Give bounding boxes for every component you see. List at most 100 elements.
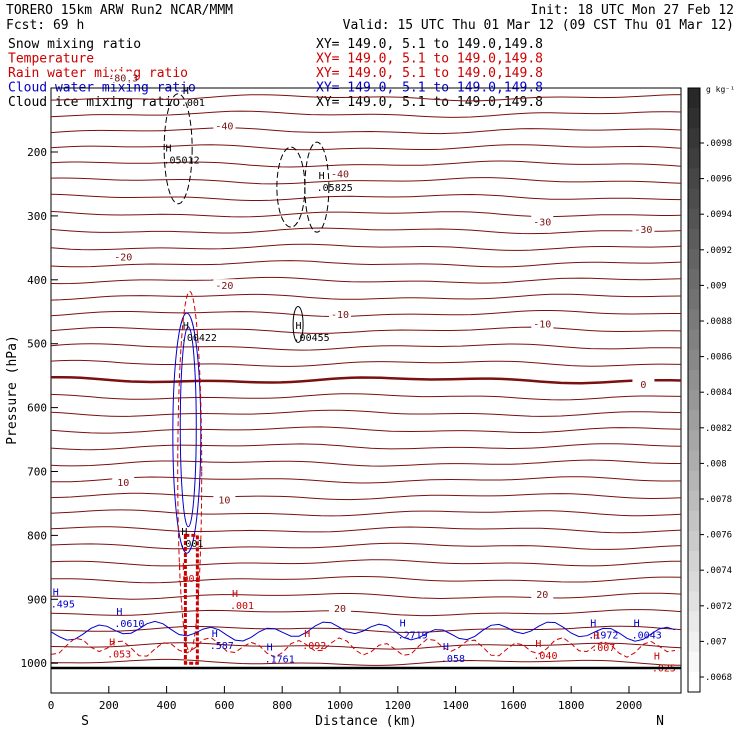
colorbar-swatch xyxy=(688,88,700,109)
ice-contour xyxy=(292,306,304,344)
valid-time: Valid: 15 UTC Thu 01 Mar 12 (09 CST Thu … xyxy=(343,18,734,33)
field-name: Cloud ice mixing ratio xyxy=(8,95,180,110)
colorbar-label: .009 xyxy=(705,281,727,291)
max-value: .001 xyxy=(176,574,200,585)
colorbar-swatch xyxy=(688,611,700,633)
isotherm-line xyxy=(51,476,682,484)
isotherm-line xyxy=(50,144,682,151)
snow-contour xyxy=(304,141,330,233)
isotherm-label: -20 xyxy=(215,281,233,292)
isotherm-label: -40 xyxy=(331,169,349,180)
start-label: S xyxy=(81,714,89,729)
colorbar-swatch xyxy=(688,369,700,391)
colorbar-swatch xyxy=(688,510,700,532)
y-tick-label: 800 xyxy=(27,529,47,542)
x-tick-label: 1200 xyxy=(385,699,412,712)
forecast-hour: Fcst: 69 h xyxy=(6,18,84,33)
field-name: Snow mixing ratio xyxy=(8,37,141,52)
cloud-water-contour xyxy=(179,326,197,528)
max-value: .092 xyxy=(302,641,326,652)
isotherm-line xyxy=(50,393,682,401)
colorbar-swatch xyxy=(688,390,700,411)
max-marker: H xyxy=(53,588,59,599)
x-tick-label: 400 xyxy=(157,699,177,712)
x-tick-label: 2000 xyxy=(616,699,643,712)
colorbar-swatch xyxy=(688,188,700,210)
colorbar-label: .0082 xyxy=(705,424,732,434)
colorbar-swatch xyxy=(688,269,700,290)
isotherm-line xyxy=(50,127,682,135)
colorbar-swatch xyxy=(688,249,700,270)
max-value: .00422 xyxy=(181,333,217,344)
isotherm-line xyxy=(50,276,682,285)
rain-band xyxy=(50,637,676,658)
isotherm-line xyxy=(50,642,682,650)
isotherm-line xyxy=(50,359,682,367)
y-tick-label: 700 xyxy=(27,466,47,479)
init-time: Init: 18 UTC Mon 27 Feb 12 xyxy=(531,3,735,18)
isotherm-label: -40 xyxy=(215,121,233,132)
x-tick-label: 1400 xyxy=(442,699,469,712)
snow-contour xyxy=(276,146,306,228)
x-tick-label: 1600 xyxy=(500,699,527,712)
x-axis: 0 200 400 600 800 1000 1200 1400 1600 1800 2000 xyxy=(48,686,643,712)
colorbar-swatch xyxy=(688,671,700,693)
maximum-labels: H.001H.05012H.05825H.00422H.00455H.001H.… xyxy=(51,86,676,675)
max-marker: H xyxy=(165,144,171,155)
isotherm-label: -20 xyxy=(114,252,132,263)
max-value: .1761 xyxy=(265,655,295,666)
isotherm-line xyxy=(50,542,682,550)
isotherm-label: -80.3 xyxy=(108,74,138,85)
colorbar-label: .0078 xyxy=(705,495,732,505)
isotherm-label-bg xyxy=(531,587,554,599)
y-tick-label: 200 xyxy=(27,146,47,159)
colorbar-swatch xyxy=(688,289,700,310)
max-value: .1972 xyxy=(588,630,618,641)
isotherm-label-bg xyxy=(328,167,351,179)
isotherm-line xyxy=(50,193,682,201)
isotherm-line xyxy=(50,625,682,634)
colorbar-swatch xyxy=(688,329,700,351)
y-tick-label: 500 xyxy=(27,338,47,351)
colorbar-swatch xyxy=(688,551,700,572)
isotherm-label: -10 xyxy=(533,320,551,331)
model-line: TORERO 15km ARW Run2 NCAR/MMM xyxy=(6,3,233,18)
isotherm-line xyxy=(50,110,682,118)
colorbar-label: .008 xyxy=(705,459,727,469)
snow-contour xyxy=(163,93,193,205)
colorbar-swatch xyxy=(688,631,700,653)
max-value: .058 xyxy=(441,654,465,665)
max-marker: H xyxy=(267,643,273,654)
y-tick-label: 1000 xyxy=(21,657,48,670)
field-name: Temperature xyxy=(8,52,94,67)
isotherm-label: 20 xyxy=(536,590,548,601)
max-value: .001 xyxy=(181,98,205,109)
max-marker: H xyxy=(181,527,187,538)
field-xy: XY= 149.0, 5.1 to 149.0,149.8 xyxy=(316,52,543,67)
colorbar-swatch xyxy=(688,108,700,129)
x-tick-label: 600 xyxy=(214,699,234,712)
isotherm-label: 10 xyxy=(117,478,129,489)
isotherm-line xyxy=(50,94,682,102)
isotherm-line xyxy=(50,243,682,251)
isotherm-label: 10 xyxy=(218,495,230,506)
isotherm-line xyxy=(50,658,682,666)
max-marker: H xyxy=(178,562,184,573)
y-axis-label: Pressure (hPa) xyxy=(5,335,20,445)
y-tick-label: 600 xyxy=(27,402,47,415)
colorbar-swatch xyxy=(688,571,700,592)
field-name: Rain water mixing ratio xyxy=(8,66,188,81)
rain-contour xyxy=(177,291,203,652)
max-marker: H xyxy=(183,321,189,332)
field-xy: XY= 149.0, 5.1 to 149.0,149.8 xyxy=(316,95,543,110)
max-marker: H xyxy=(183,86,189,97)
field-xy: XY= 149.0, 5.1 to 149.0,149.8 xyxy=(316,66,543,81)
colorbar-swatch xyxy=(688,410,700,431)
cloud-water-band xyxy=(50,620,676,642)
max-marker: H xyxy=(109,638,115,649)
colorbar-label: .0092 xyxy=(705,246,732,256)
x-tick-label: 200 xyxy=(99,699,119,712)
isotherm-label: -30 xyxy=(533,217,551,228)
colorbar-swatch xyxy=(688,208,700,230)
